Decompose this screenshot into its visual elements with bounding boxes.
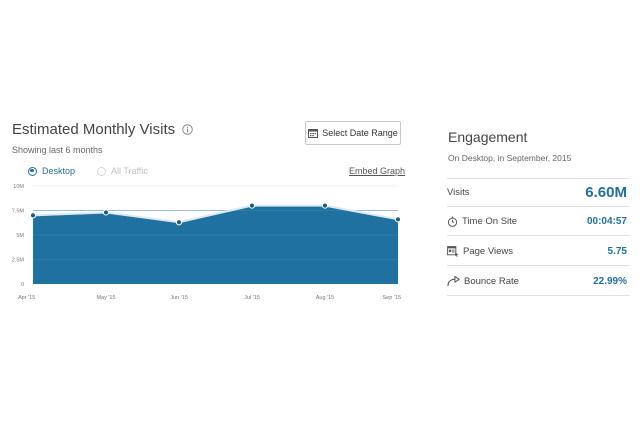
radio-desktop-dot (28, 166, 37, 176)
metric-visits: Visits 6.60M (447, 178, 630, 207)
metric-bounce-rate: Bounce Rate 22.99% (447, 267, 630, 296)
visits-area (33, 205, 398, 284)
data-point (321, 202, 329, 209)
radio-all-traffic-dot (97, 166, 107, 176)
metric-page-views: Page Views 5.75 (447, 237, 630, 266)
x-tick-label: Jun '15 (170, 295, 188, 301)
data-point (248, 202, 256, 209)
engagement-subtitle: On Desktop, in September, 2015 (448, 153, 572, 163)
page-views-icon (447, 245, 459, 257)
monthly-visits-chart: 10M 7.5M 5M 2.5M 0 Apr '15 May '15 Jun '15 Jul '… (12, 184, 402, 301)
metric-time-on-site-label: Time On Site (462, 215, 518, 227)
metric-page-views-label: Page Views (463, 245, 513, 257)
data-point (175, 219, 183, 226)
y-tick-label: 0 (21, 282, 24, 288)
engagement-title: Engagement (448, 129, 528, 145)
visits-title: Estimated Monthly Visits (12, 121, 193, 138)
visits-line (32, 204, 399, 224)
metric-bounce-rate-value: 22.99% (593, 275, 627, 287)
metric-page-views-value: 5.75 (607, 245, 627, 257)
data-point (102, 209, 110, 216)
x-tick-label: Aug '15 (316, 295, 334, 301)
y-tick-label: 2.5M (12, 258, 25, 264)
y-tick-label: 10M (13, 184, 24, 190)
select-date-range-label: Select Date Range (322, 128, 398, 138)
data-point (394, 216, 402, 223)
calendar-icon (308, 129, 319, 138)
radio-desktop-label: Desktop (42, 166, 76, 176)
info-icon[interactable] (182, 124, 193, 135)
data-point (29, 212, 37, 219)
metric-bounce-rate-label: Bounce Rate (464, 275, 519, 287)
metric-time-on-site: Time On Site 00:04:57 (447, 207, 630, 236)
select-date-range-button[interactable]: Select Date Range (305, 121, 401, 145)
x-tick-label: Apr '15 (18, 295, 35, 301)
metric-visits-value: 6.60M (585, 184, 627, 201)
x-tick-label: Jul '15 (244, 295, 260, 301)
bounce-arrow-icon (447, 275, 460, 286)
traffic-source-toggle: Desktop All Traffic (28, 166, 170, 176)
stopwatch-icon (447, 216, 458, 227)
radio-all-traffic[interactable]: All Traffic (97, 166, 148, 176)
radio-all-traffic-label: All Traffic (111, 166, 148, 176)
visits-title-text: Estimated Monthly Visits (12, 121, 176, 138)
radio-desktop[interactable]: Desktop (28, 166, 75, 176)
x-tick-label: Sep '15 (383, 295, 401, 301)
embed-graph-link[interactable]: Embed Graph (349, 166, 406, 176)
y-tick-label: 5M (16, 233, 24, 239)
x-tick-label: May '15 (96, 295, 115, 301)
y-tick-label: 7.5M (12, 209, 25, 215)
metric-time-on-site-value: 00:04:57 (586, 215, 627, 227)
visits-subtitle: Showing last 6 months (12, 145, 103, 155)
metric-visits-label: Visits (447, 187, 470, 198)
